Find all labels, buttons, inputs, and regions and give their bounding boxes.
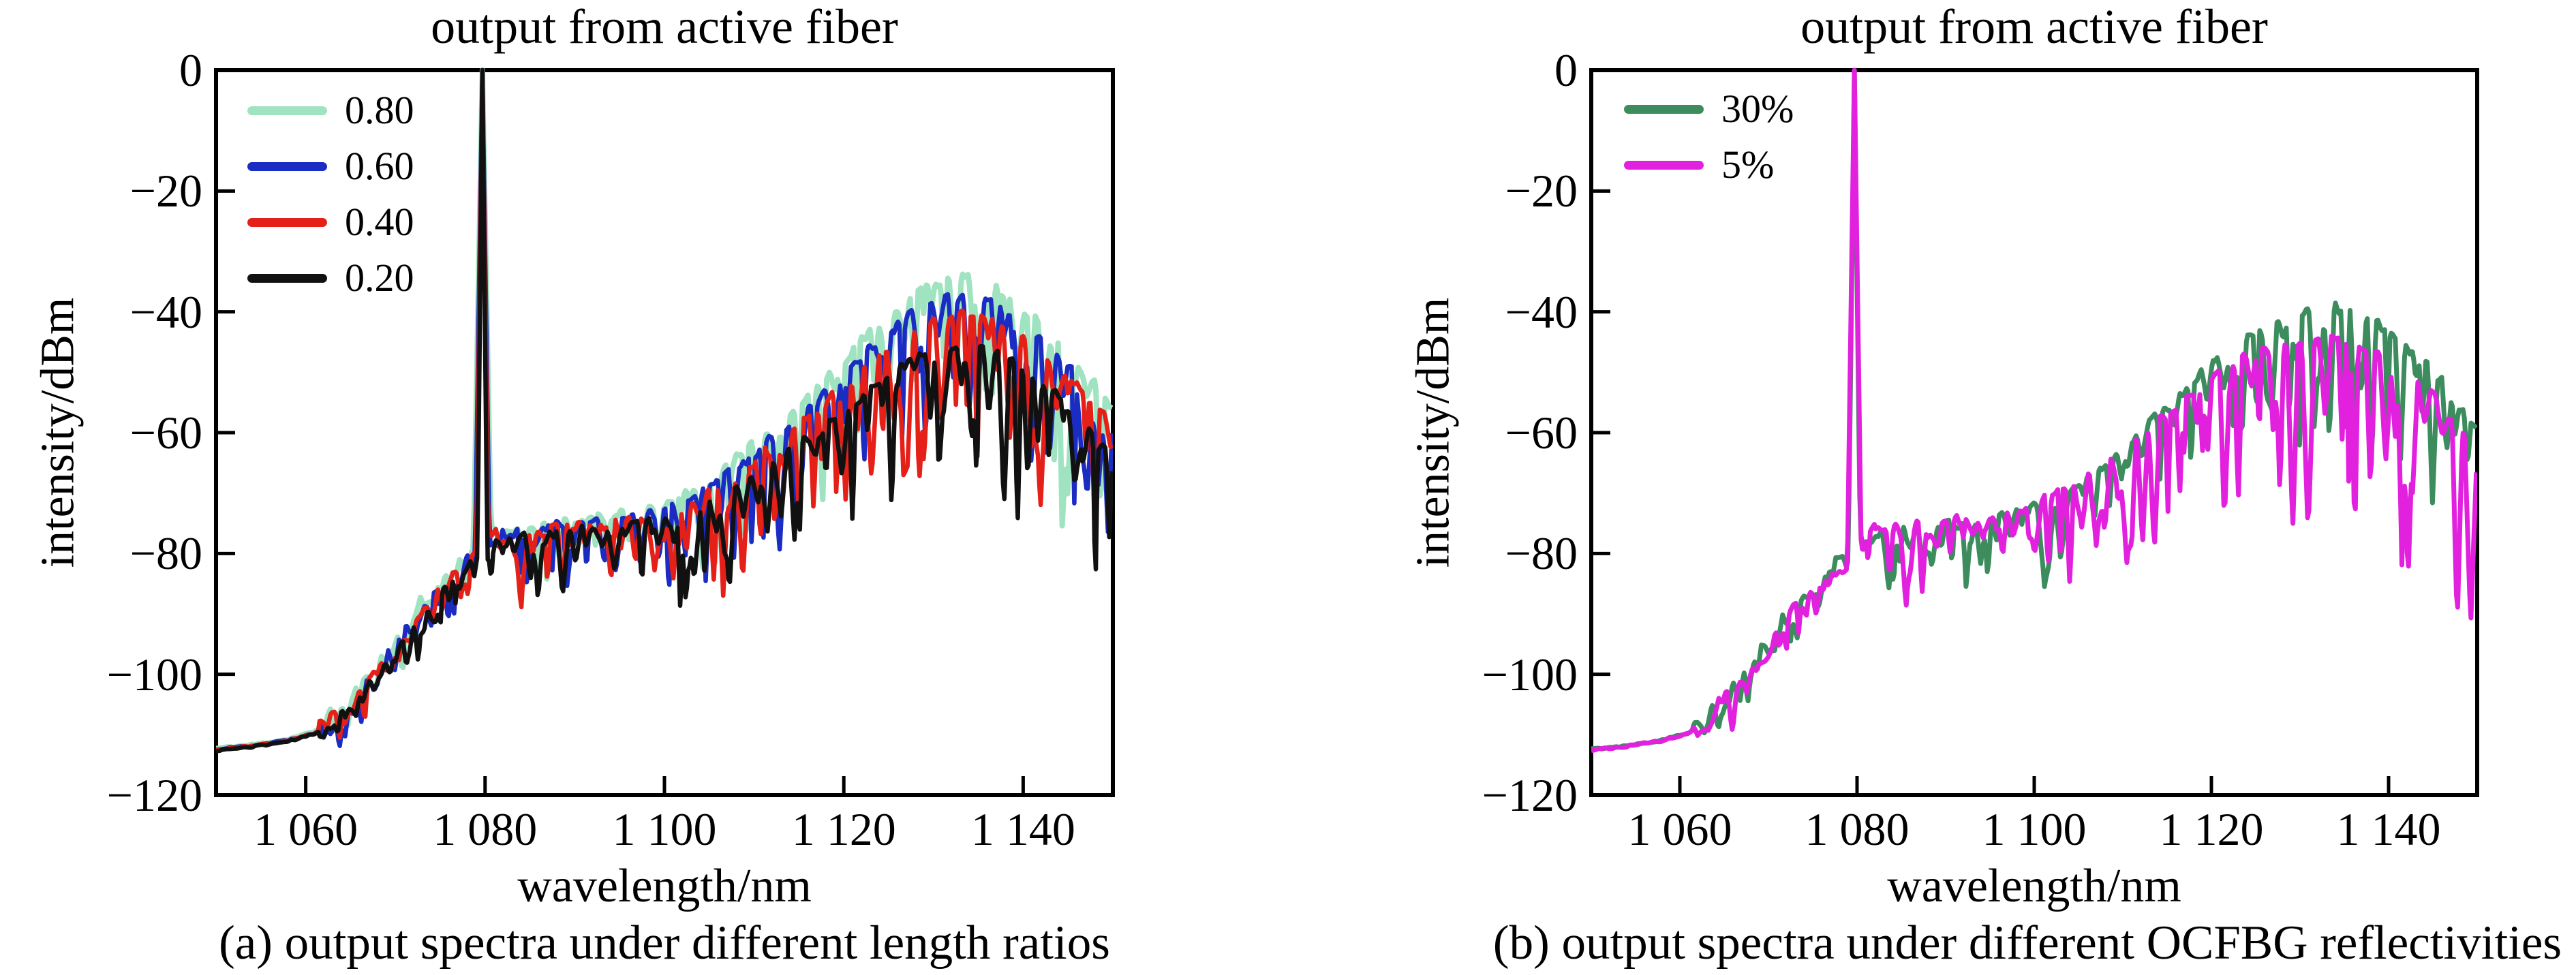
legend-label: 5% [1721, 142, 1775, 187]
chart-b-y-axis-label: intensity/dBm [1407, 297, 1460, 568]
legend-swatch [247, 273, 327, 283]
legend-label: 30% [1721, 87, 1794, 131]
y-tick-label: 0 [1554, 44, 1578, 96]
legend-swatch [247, 106, 327, 115]
legend-swatch [247, 217, 327, 227]
x-tick-label: 1 140 [970, 803, 1075, 855]
y-tick-label: −100 [106, 648, 202, 700]
x-tick-label: 1 060 [1627, 803, 1732, 855]
chart-b-caption: (b) output spectra under different OCFBG… [1492, 916, 2562, 970]
y-tick-label: −60 [129, 407, 202, 459]
legend-label: 0.40 [345, 200, 414, 244]
x-tick-label: 1 080 [1805, 803, 1910, 855]
legend-item: 0.80 [247, 82, 414, 138]
chart-b-legend: 30% 5% [1624, 81, 1794, 193]
legend-label: 0.20 [345, 256, 414, 300]
x-tick-label: 1 100 [612, 803, 717, 855]
legend-item: 0.60 [247, 138, 414, 194]
chart-a-y-axis-label: intensity/dBm [31, 297, 85, 568]
legend-item: 5% [1624, 137, 1794, 193]
chart-a-title: output from active fiber [431, 0, 898, 54]
y-tick-label: −20 [129, 165, 202, 217]
legend-swatch [1624, 104, 1704, 114]
x-tick-label: 1 120 [791, 803, 896, 855]
legend-item: 30% [1624, 81, 1794, 137]
y-tick-label: −80 [1505, 527, 1578, 580]
legend-swatch [1624, 160, 1704, 170]
legend-label: 0.80 [345, 88, 414, 132]
legend-swatch [247, 161, 327, 171]
chart-a-legend: 0.80 0.60 0.40 0.20 [247, 82, 414, 306]
chart-b-title: output from active fiber [1800, 0, 2268, 54]
y-tick-label: −120 [106, 769, 202, 821]
y-tick-label: −40 [129, 285, 202, 338]
x-tick-label: 1 100 [1982, 803, 2087, 855]
y-tick-label: −40 [1505, 285, 1578, 338]
y-tick-label: −60 [1505, 407, 1578, 459]
chart-a-x-axis-label: wavelength/nm [517, 860, 812, 912]
x-tick-label: 1 060 [254, 803, 358, 855]
chart-a-caption: (a) output spectra under different lengt… [219, 916, 1110, 970]
legend-item: 0.20 [247, 250, 414, 306]
y-tick-label: 0 [179, 44, 202, 96]
y-tick-label: −80 [129, 527, 202, 580]
legend-label: 0.60 [345, 144, 414, 188]
y-tick-label: −20 [1505, 165, 1578, 217]
x-tick-label: 1 080 [433, 803, 538, 855]
chart-b-x-axis-label: wavelength/nm [1887, 860, 2181, 912]
x-tick-label: 1 140 [2336, 803, 2441, 855]
y-tick-label: −100 [1482, 648, 1578, 700]
legend-item: 0.40 [247, 194, 414, 250]
y-tick-label: −120 [1482, 769, 1578, 821]
x-tick-label: 1 120 [2159, 803, 2264, 855]
